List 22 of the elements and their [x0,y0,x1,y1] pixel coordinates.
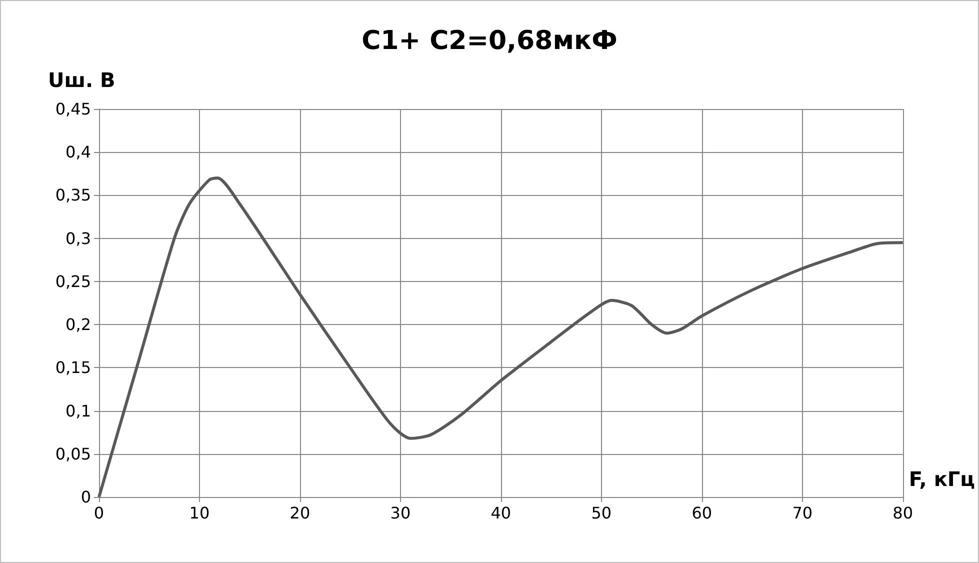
x-tick-label: 30 [390,504,411,522]
x-tick-label: 20 [290,504,310,522]
y-tick-label: 0,45 [55,100,91,118]
y-tick-label: 0,3 [66,228,91,248]
x-tick-label: 0 [94,504,104,522]
y-axis-title: Uш. В [48,68,116,92]
y-tick-label: 0,05 [55,444,91,464]
x-tick-label: 80 [892,504,914,522]
x-tick-label: 50 [591,504,612,522]
y-tick-label: 0,15 [55,358,91,378]
y-tick-label: 0,1 [66,401,91,420]
y-tick-label: 0,2 [66,315,91,334]
x-tick-label: 60 [692,504,712,522]
x-tick-label: 40 [490,504,512,522]
x-tick-label: 10 [189,504,210,522]
y-tick-label: 0,4 [66,142,91,162]
chart-title: C1+ C2=0,68мкФ [362,26,618,56]
x-axis-title: F, кГц [908,467,976,491]
x-tick-label: 70 [792,504,813,522]
y-tick-label: 0 [80,488,91,506]
y-tick-label: 0,35 [55,186,91,205]
y-tick-label: 0,25 [55,272,91,291]
